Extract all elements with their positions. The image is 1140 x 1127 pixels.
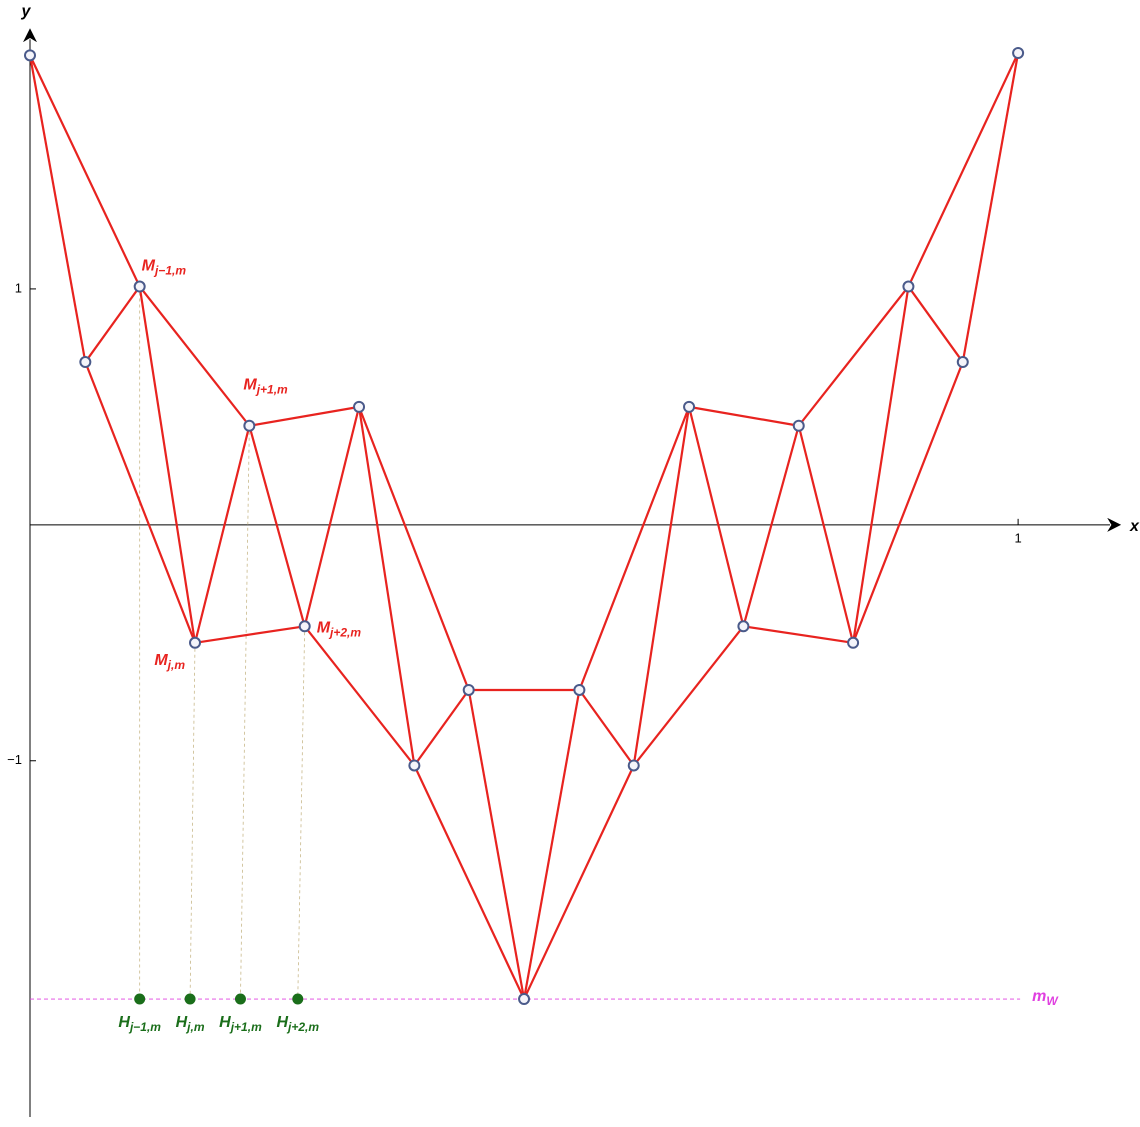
vertex: [24, 49, 36, 62]
vertex: [353, 400, 366, 413]
edge: [29, 54, 141, 288]
vertex: [133, 280, 146, 293]
vertex: [189, 636, 202, 649]
vertex: [902, 280, 915, 293]
edge: [578, 406, 691, 691]
label-main: H: [176, 1014, 188, 1031]
label: Mj,m: [154, 652, 185, 672]
x-tick-label: 1: [1014, 530, 1021, 545]
label-sub: j+1,m: [229, 1020, 262, 1034]
edge: [797, 425, 855, 644]
edge: [742, 425, 800, 627]
label: Hj+1,m: [219, 1014, 262, 1034]
x-axis-label: x: [1129, 518, 1140, 535]
label-main: M: [142, 258, 156, 275]
label: Hj,m: [176, 1014, 205, 1034]
edge: [193, 425, 251, 644]
edge: [84, 361, 197, 644]
edge: [357, 406, 416, 766]
edge: [961, 52, 1020, 363]
vertex: [1012, 46, 1025, 59]
vertex: [792, 419, 805, 432]
vertex: [847, 636, 860, 649]
label: Mj−1,m: [142, 258, 187, 278]
edge: [413, 765, 526, 1000]
y-axis-label: y: [21, 3, 32, 20]
label-main: M: [154, 652, 168, 669]
edge: [467, 689, 526, 1000]
label: Hj+2,m: [276, 1014, 319, 1034]
edge: [852, 361, 964, 644]
projection-line: [189, 642, 196, 1000]
edge: [852, 286, 910, 643]
vertex: [462, 683, 475, 696]
label-main: H: [219, 1014, 231, 1031]
edge: [358, 406, 470, 691]
label-sub: j+1,m: [255, 383, 288, 397]
vertex: [573, 683, 586, 696]
label-main: M: [317, 620, 331, 637]
vertex: [683, 400, 696, 413]
edge: [194, 625, 305, 644]
projection-point: [234, 993, 246, 1005]
projection-point: [184, 993, 196, 1005]
label-sub: j−1,m: [153, 264, 186, 278]
label-sub: j,m: [185, 1020, 205, 1034]
label: Mj+2,m: [317, 620, 362, 640]
projection-point: [292, 993, 304, 1005]
vertex: [243, 419, 256, 432]
edge: [303, 406, 361, 627]
vertex: [956, 356, 969, 369]
edge: [28, 55, 87, 363]
edge: [523, 765, 635, 1000]
edge: [249, 405, 360, 427]
y-tick-label: 1: [15, 280, 22, 295]
y-tick-label: −1: [7, 752, 22, 767]
edge: [138, 285, 251, 427]
vertex: [737, 620, 750, 633]
edge: [578, 689, 635, 767]
edge: [522, 689, 581, 1000]
label-sub: W: [1046, 994, 1059, 1008]
edge: [907, 285, 964, 363]
label-main: H: [276, 1014, 288, 1031]
label-sub: j,m: [166, 658, 186, 672]
vertex: [518, 993, 531, 1006]
label: mW: [1032, 988, 1059, 1008]
label-sub: j−1,m: [128, 1020, 161, 1034]
vertex: [408, 759, 421, 772]
label-sub: j+2,m: [328, 625, 361, 639]
label: Mj+1,m: [243, 377, 288, 397]
edge: [797, 285, 910, 427]
edge: [303, 625, 416, 767]
edge: [688, 405, 799, 427]
vertex: [79, 356, 92, 369]
edge: [413, 689, 470, 767]
vertex: [627, 759, 640, 772]
label-main: H: [118, 1014, 130, 1031]
projection-line: [240, 425, 250, 1000]
edge: [907, 52, 1020, 288]
edge: [248, 425, 306, 627]
edge: [632, 406, 691, 766]
label-main: M: [243, 377, 257, 394]
projection-line: [297, 626, 306, 1000]
edge: [138, 286, 197, 643]
label-main: m: [1032, 988, 1046, 1005]
edge: [743, 625, 854, 644]
vertex: [298, 620, 311, 633]
edge: [687, 406, 745, 627]
label-sub: j+2,m: [286, 1020, 319, 1034]
edge: [632, 625, 745, 767]
edge: [84, 285, 141, 363]
projection-point: [134, 993, 146, 1005]
label: Hj−1,m: [118, 1014, 161, 1034]
